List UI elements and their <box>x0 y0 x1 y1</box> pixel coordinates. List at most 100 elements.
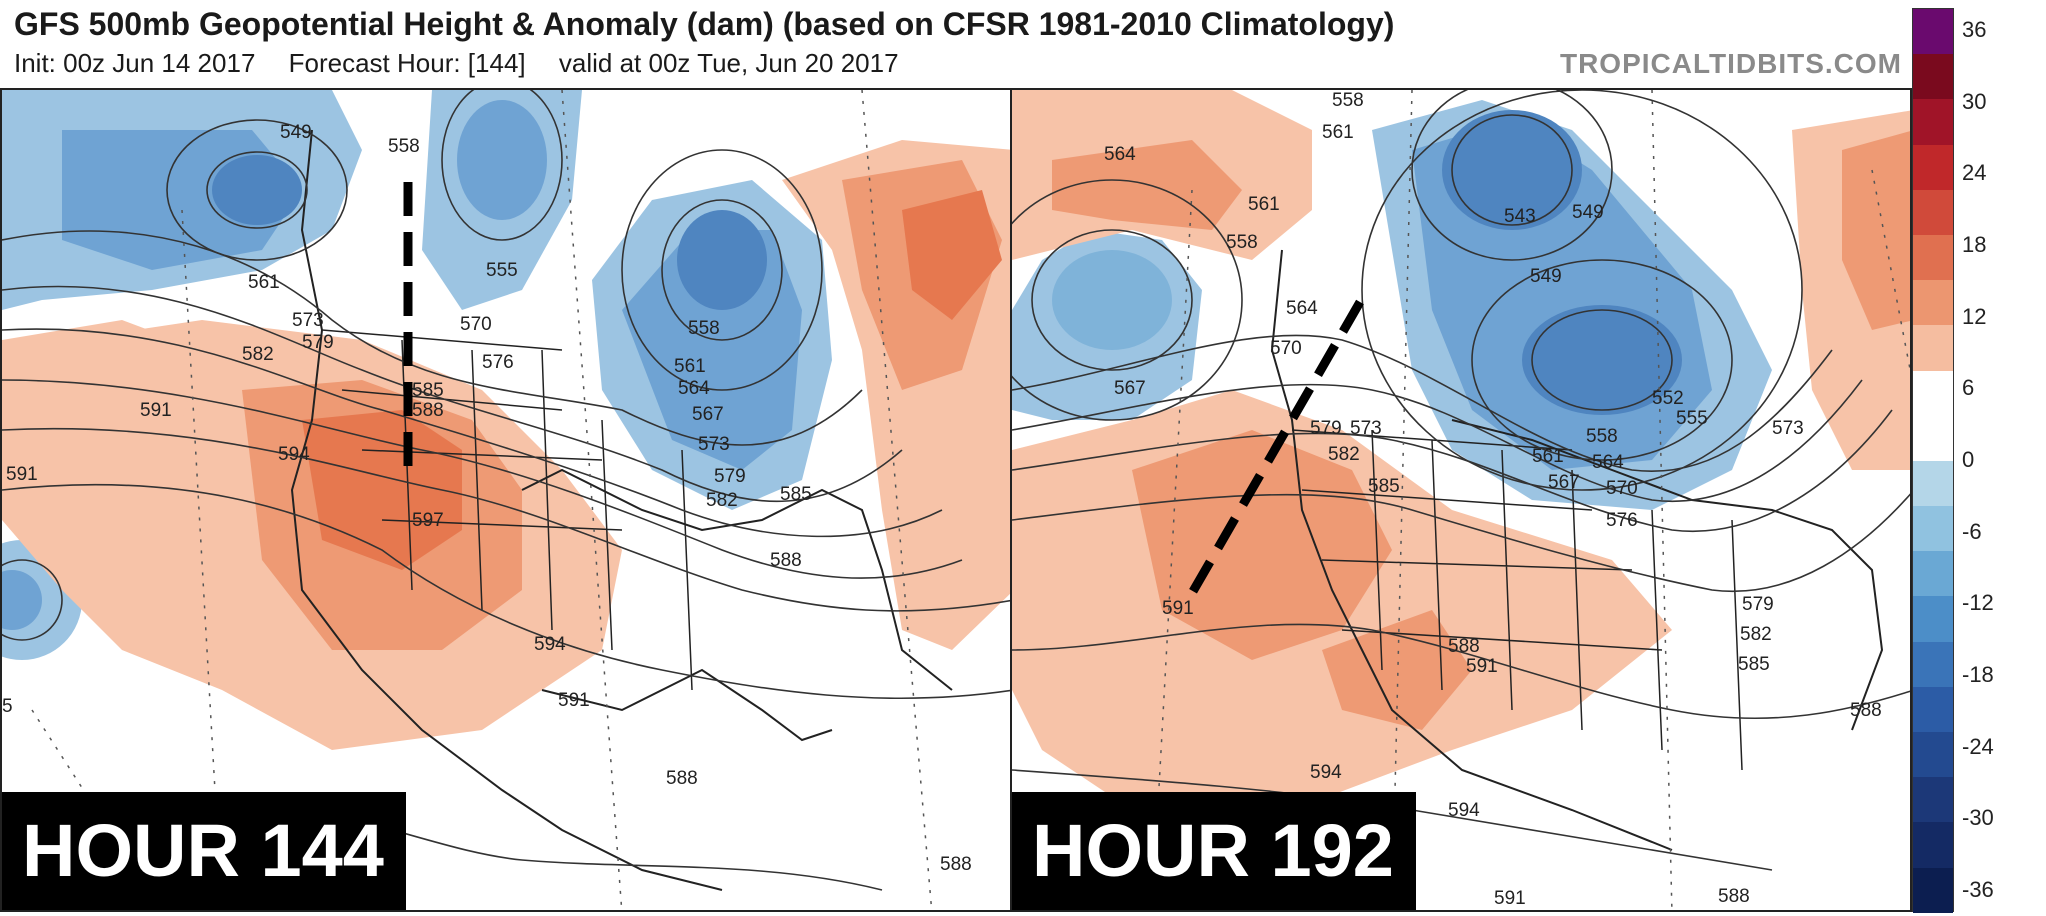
contour-label: 585 <box>1738 654 1770 675</box>
contour-label: 561 <box>248 272 280 293</box>
contour-label: 558 <box>688 318 720 339</box>
colorbar-tick-label: -12 <box>1962 590 1994 616</box>
contour-label: 573 <box>698 434 730 455</box>
contour-label: 576 <box>1606 510 1638 531</box>
chart-title: GFS 500mb Geopotential Height & Anomaly … <box>14 6 1395 42</box>
hour-label-144: HOUR 144 <box>2 792 406 910</box>
contour-label: 570 <box>1270 338 1302 359</box>
contour-label: 588 <box>1850 700 1882 721</box>
contour-label: 579 <box>714 466 746 487</box>
contour-label: 582 <box>1740 624 1772 645</box>
contour-label: 585 <box>412 380 444 401</box>
contour-label: 567 <box>1114 378 1146 399</box>
credit-watermark: TROPICALTIDBITS.COM <box>1559 48 1902 79</box>
contour-label: 567 <box>692 404 724 425</box>
colorbar-tick-label: 6 <box>1962 375 1975 401</box>
init-time: Init: 00z Jun 14 2017 <box>14 48 256 78</box>
map-panel-hour-192: 558 561 564 561 558 543 549 549 564 570 … <box>1010 88 1912 912</box>
contour-labels-left: 549 558 561 555 570 573 579 582 576 585 … <box>2 122 972 875</box>
colorbar-swatch <box>1913 415 1953 461</box>
colorbar-swatch <box>1913 325 1953 371</box>
colorbar-tick-label: -30 <box>1962 805 1994 831</box>
contour-label: 594 <box>1448 800 1480 821</box>
colorbar-swatch <box>1913 234 1953 281</box>
colorbar-tick-label: -36 <box>1962 877 1994 902</box>
contour-label: 564 <box>678 378 710 399</box>
map-graphic-left: 549 558 561 555 570 573 579 582 576 585 … <box>2 90 1010 910</box>
contour-label: 579 <box>1310 418 1342 439</box>
map-panel-hour-144: 549 558 561 555 570 573 579 582 576 585 … <box>0 88 1012 912</box>
colorbar-swatch <box>1913 732 1953 778</box>
colorbar-swatches <box>1912 8 1954 913</box>
contour-label: 582 <box>1328 444 1360 465</box>
contour-label: 564 <box>1286 298 1318 319</box>
contour-label: 561 <box>674 356 706 377</box>
contour-label: 591 <box>1162 598 1194 619</box>
colorbar-swatch <box>1913 596 1953 642</box>
valid-time: valid at 00z Tue, Jun 20 2017 <box>558 48 899 78</box>
colorbar-tick-label: -24 <box>1962 733 1994 759</box>
contour-label: 588 <box>770 550 802 571</box>
contour-label: 591 <box>140 400 172 421</box>
contour-label: 579 <box>1742 594 1774 615</box>
colorbar-tick-label: 0 <box>1962 447 1975 472</box>
contour-label: 561 <box>1532 446 1564 467</box>
contour-label: 585 <box>1368 476 1400 497</box>
header: GFS 500mb Geopotential Height & Anomaly … <box>0 0 1912 88</box>
colorbar-tick-label: -18 <box>1962 662 1994 687</box>
colorbar-swatch <box>1913 506 1953 552</box>
contour-label: 558 <box>1226 232 1258 253</box>
contour-label: 588 <box>1718 886 1750 907</box>
contour-label: 588 <box>666 768 698 789</box>
colorbar-tick-label: -6 <box>1962 518 1982 544</box>
contour-label: 576 <box>482 352 514 373</box>
colorbar-tick-label: 18 <box>1962 232 1987 257</box>
anomaly-colorbar: 36 30 24 18 12 6 0 -6 -12 -18 -24 -30 -36 <box>1912 8 2046 913</box>
contour-label: 558 <box>1332 90 1364 111</box>
colorbar-swatch <box>1913 370 1953 416</box>
contour-label: 558 <box>1586 426 1618 447</box>
hour-label-192: HOUR 192 <box>1012 792 1416 910</box>
colorbar-swatch <box>1913 54 1953 100</box>
contour-label: 594 <box>1310 762 1342 783</box>
contour-label: 564 <box>1592 452 1624 473</box>
contour-label: 591 <box>1466 656 1498 677</box>
contour-label: 597 <box>412 510 444 531</box>
colorbar-swatch <box>1913 280 1953 326</box>
colorbar-swatch <box>1913 777 1953 823</box>
contour-label: 570 <box>460 314 492 335</box>
contour-label: 588 <box>412 400 444 421</box>
contour-label: 552 <box>1652 388 1684 409</box>
contour-label: 549 <box>1530 266 1562 287</box>
colorbar-tick-label: 30 <box>1962 88 1987 114</box>
contour-label: 573 <box>292 310 324 331</box>
contour-label: 561 <box>1322 122 1354 143</box>
contour-label: 573 <box>1350 418 1382 439</box>
map-graphic-right: 558 561 564 561 558 543 549 549 564 570 … <box>1012 90 1910 910</box>
contour-label: 555 <box>1676 408 1708 429</box>
colorbar-swatch <box>1913 460 1953 507</box>
contour-label: 555 <box>486 260 518 281</box>
contour-label: 582 <box>242 344 274 365</box>
contour-label: 573 <box>1772 418 1804 439</box>
subtitle: Init: 00z Jun 14 2017 Forecast Hour: [14… <box>14 48 925 79</box>
contour-label: 585 <box>780 484 812 505</box>
colorbar-swatch <box>1913 867 1953 913</box>
contour-labels-right: 558 561 564 561 558 543 549 549 564 570 … <box>1104 90 1882 909</box>
contour-label: 591 <box>6 464 38 485</box>
contour-label: 588 <box>940 854 972 875</box>
colorbar-swatch <box>1913 686 1953 732</box>
contour-label: 564 <box>1104 144 1136 165</box>
contour-label: 594 <box>278 444 310 465</box>
colorbar-swatch <box>1913 189 1953 235</box>
contour-label: 570 <box>1606 478 1638 499</box>
colorbar-tick-label: 12 <box>1962 303 1987 329</box>
contour-label: 588 <box>1448 636 1480 657</box>
colorbar-swatch <box>1913 144 1953 190</box>
contour-label: 591 <box>558 690 590 711</box>
contour-label: 5 <box>2 696 13 717</box>
forecast-hour: Forecast Hour: [144] <box>288 48 526 78</box>
colorbar-tick-label: 36 <box>1962 17 1987 42</box>
contour-label: 549 <box>1572 202 1604 223</box>
contour-label: 558 <box>388 136 420 157</box>
